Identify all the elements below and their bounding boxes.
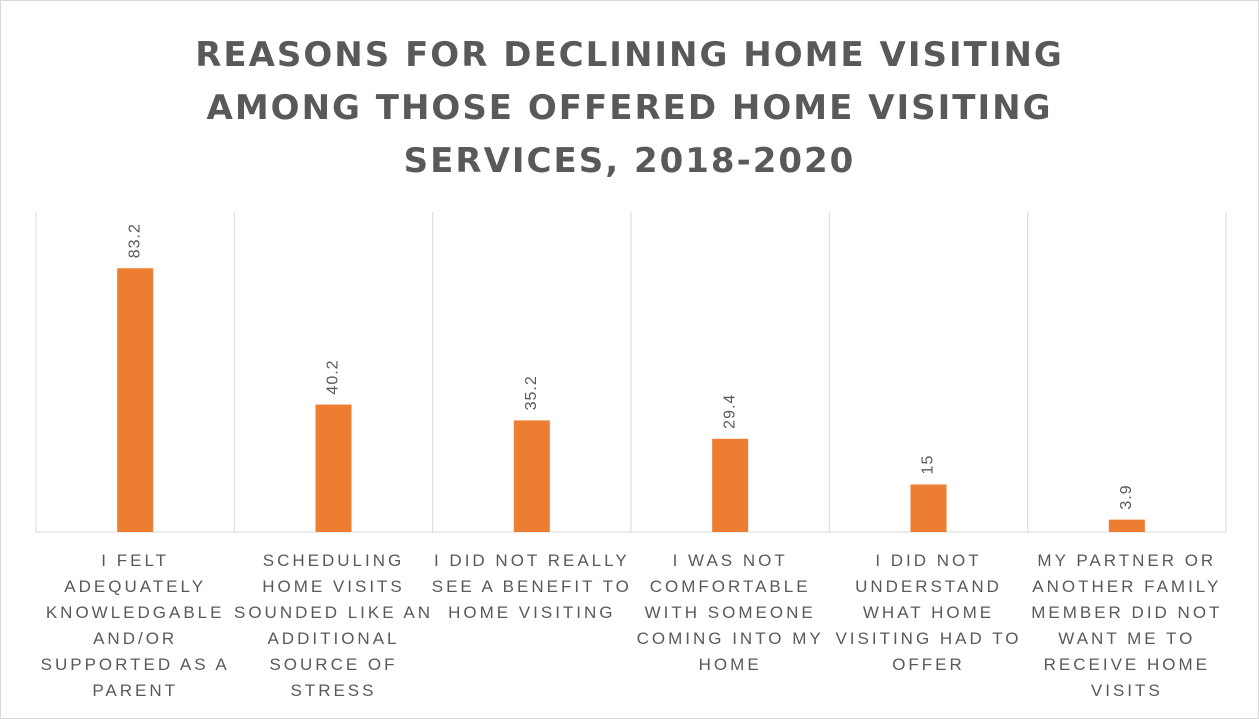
value-label: 35.2 (523, 375, 540, 410)
value-label: 83.2 (126, 223, 143, 258)
x-tick-label: I WAS NOT COMFORTABLE WITH SOMEONE COMIN… (636, 551, 824, 674)
bar (1108, 519, 1145, 532)
x-tick-label: SCHEDULING HOME VISITS SOUNDED LIKE AN A… (233, 551, 433, 700)
bar (117, 268, 154, 532)
x-tick-label: MY PARTNER OR ANOTHER FAMILY MEMBER DID … (1031, 551, 1223, 700)
value-label: 40.2 (325, 359, 342, 394)
x-tick-label: I DID NOT UNDERSTAND WHAT HOME VISITING … (835, 551, 1022, 674)
x-tick-label: I FELT ADEQUATELY KNOWLEDGABLE AND/OR SU… (40, 551, 230, 700)
bar (315, 404, 352, 532)
bar (910, 484, 947, 532)
value-label: 29.4 (721, 394, 738, 429)
chart-title: REASONS FOR DECLINING HOME VISITING AMON… (195, 35, 1064, 181)
x-tick-label: I DID NOT REALLY SEE A BENEFIT TO HOME V… (431, 551, 632, 622)
bar (513, 420, 550, 532)
bar (712, 438, 749, 532)
value-label: 15 (920, 455, 937, 475)
value-label: 3.9 (1118, 484, 1135, 509)
